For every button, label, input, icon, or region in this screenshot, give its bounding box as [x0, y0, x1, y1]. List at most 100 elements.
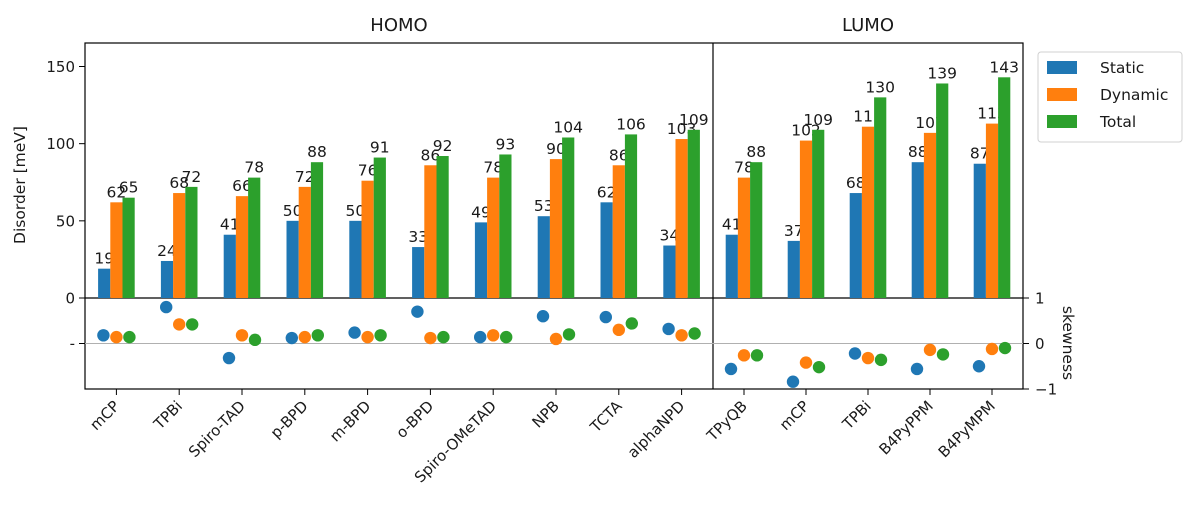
bar-total: [998, 77, 1011, 298]
bar-label-total: 130: [865, 78, 895, 96]
y-tick-label: -: [70, 335, 75, 353]
panel-title-homo: HOMO: [370, 15, 427, 36]
bar-total: [750, 162, 763, 298]
bar-static: [160, 260, 174, 298]
x-tick-label: B4PyPPM: [875, 397, 936, 458]
skewness-point-static: [536, 310, 550, 323]
legend-swatch-static: [1047, 61, 1077, 74]
bar-dynamic: [612, 165, 625, 298]
bar-total: [185, 186, 198, 298]
bar-label-total: 91: [370, 139, 390, 157]
bar-total: [248, 177, 261, 298]
x-tick-label: mCP: [776, 397, 813, 434]
bar-static: [537, 216, 550, 298]
bar-label-total: 93: [496, 135, 516, 153]
skewness-point-dynamic: [612, 323, 625, 337]
bar-dynamic: [923, 132, 937, 298]
skewness-point-dynamic: [487, 329, 500, 342]
legend-label-dynamic: Dynamic: [1100, 86, 1168, 104]
bar-static: [911, 162, 924, 298]
bar-label-static: 62: [597, 183, 617, 201]
bar-dynamic: [549, 159, 563, 298]
skewness-point-static: [474, 330, 487, 344]
bar-label-total: 106: [616, 115, 646, 133]
bar-label-total: 109: [803, 111, 833, 129]
bar-static: [286, 220, 299, 298]
bar-label-static: 87: [970, 145, 990, 163]
skewness-point-static: [724, 362, 738, 376]
bar-total: [812, 129, 825, 298]
bar-static: [98, 268, 111, 298]
bar-label-total: 72: [182, 168, 202, 186]
bar-label-static: 49: [471, 203, 491, 221]
skewness-point-total: [874, 353, 888, 367]
bar-label-total: 109: [679, 111, 709, 129]
bar-total: [122, 197, 135, 298]
bar-total: [310, 162, 324, 298]
skewness-point-static: [411, 305, 424, 318]
x-tick-label: Spiro-TAD: [185, 397, 249, 461]
skewness-point-static: [662, 322, 675, 336]
skewness-point-total: [374, 329, 387, 342]
bar-dynamic: [487, 177, 500, 298]
bar-static: [349, 220, 362, 298]
bar-label-static: 68: [846, 174, 866, 192]
bar-dynamic: [799, 140, 813, 298]
bar-label-static: 88: [908, 143, 928, 161]
bar-label-static: 37: [784, 222, 804, 240]
bar-dynamic: [424, 165, 437, 298]
bar-total: [373, 157, 386, 298]
y2-tick-label: 0: [1035, 335, 1045, 353]
skewness-point-dynamic: [675, 329, 688, 342]
skewness-point-total: [812, 360, 826, 374]
bar-static: [600, 202, 613, 298]
bar-label-dynamic: 78: [483, 159, 503, 177]
skewness-point-dynamic: [298, 330, 311, 344]
bar-label-static: 19: [94, 250, 114, 268]
y-tick-label: 0: [65, 290, 75, 308]
skewness-point-total: [437, 330, 450, 344]
skewness-point-static: [599, 310, 612, 324]
legend-label-total: Total: [1099, 113, 1136, 131]
skewness-point-dynamic: [235, 329, 249, 342]
bar-static: [663, 245, 676, 298]
skewness-point-dynamic: [173, 318, 186, 331]
skewness-point-dynamic: [361, 330, 374, 344]
skewness-point-static: [222, 351, 236, 365]
y-tick-label: 150: [46, 58, 75, 76]
x-tick-label: NPB: [528, 397, 562, 431]
bar-label-dynamic: 68: [169, 174, 189, 192]
bar-total: [874, 97, 887, 298]
bar-label-dynamic: 86: [609, 146, 629, 164]
panel-title-lumo: LUMO: [842, 15, 894, 36]
skewness-point-dynamic: [923, 343, 937, 357]
skewness-point-total: [123, 330, 136, 344]
bar-label-total: 104: [553, 118, 583, 136]
bar-label-dynamic: 86: [421, 146, 441, 164]
bar-dynamic: [110, 202, 123, 298]
bar-label-static: 50: [346, 202, 366, 220]
skewness-point-dynamic: [861, 351, 875, 365]
bar-label-static: 41: [722, 216, 742, 234]
bar-dynamic: [985, 123, 999, 298]
bar-dynamic: [675, 139, 688, 298]
skewness-point-total: [248, 333, 262, 347]
bar-static: [223, 234, 236, 298]
skewness-point-static: [972, 360, 986, 373]
skewness-point-total: [562, 328, 576, 341]
bar-dynamic: [298, 186, 311, 298]
bar-dynamic: [361, 180, 374, 298]
legend-swatch-total: [1047, 115, 1077, 128]
bar-static: [725, 234, 738, 298]
skewness-point-static: [848, 347, 862, 360]
bar-total: [687, 129, 700, 298]
skewness-point-total: [998, 341, 1012, 355]
plot-frame: [84, 42, 1024, 390]
y2-axis-title: skewness: [1059, 306, 1077, 380]
legend-swatch-dynamic: [1047, 88, 1077, 101]
skewness-point-dynamic: [424, 331, 437, 345]
bar-dynamic: [861, 126, 875, 298]
bar-static: [787, 240, 800, 298]
bar-static: [849, 193, 862, 298]
